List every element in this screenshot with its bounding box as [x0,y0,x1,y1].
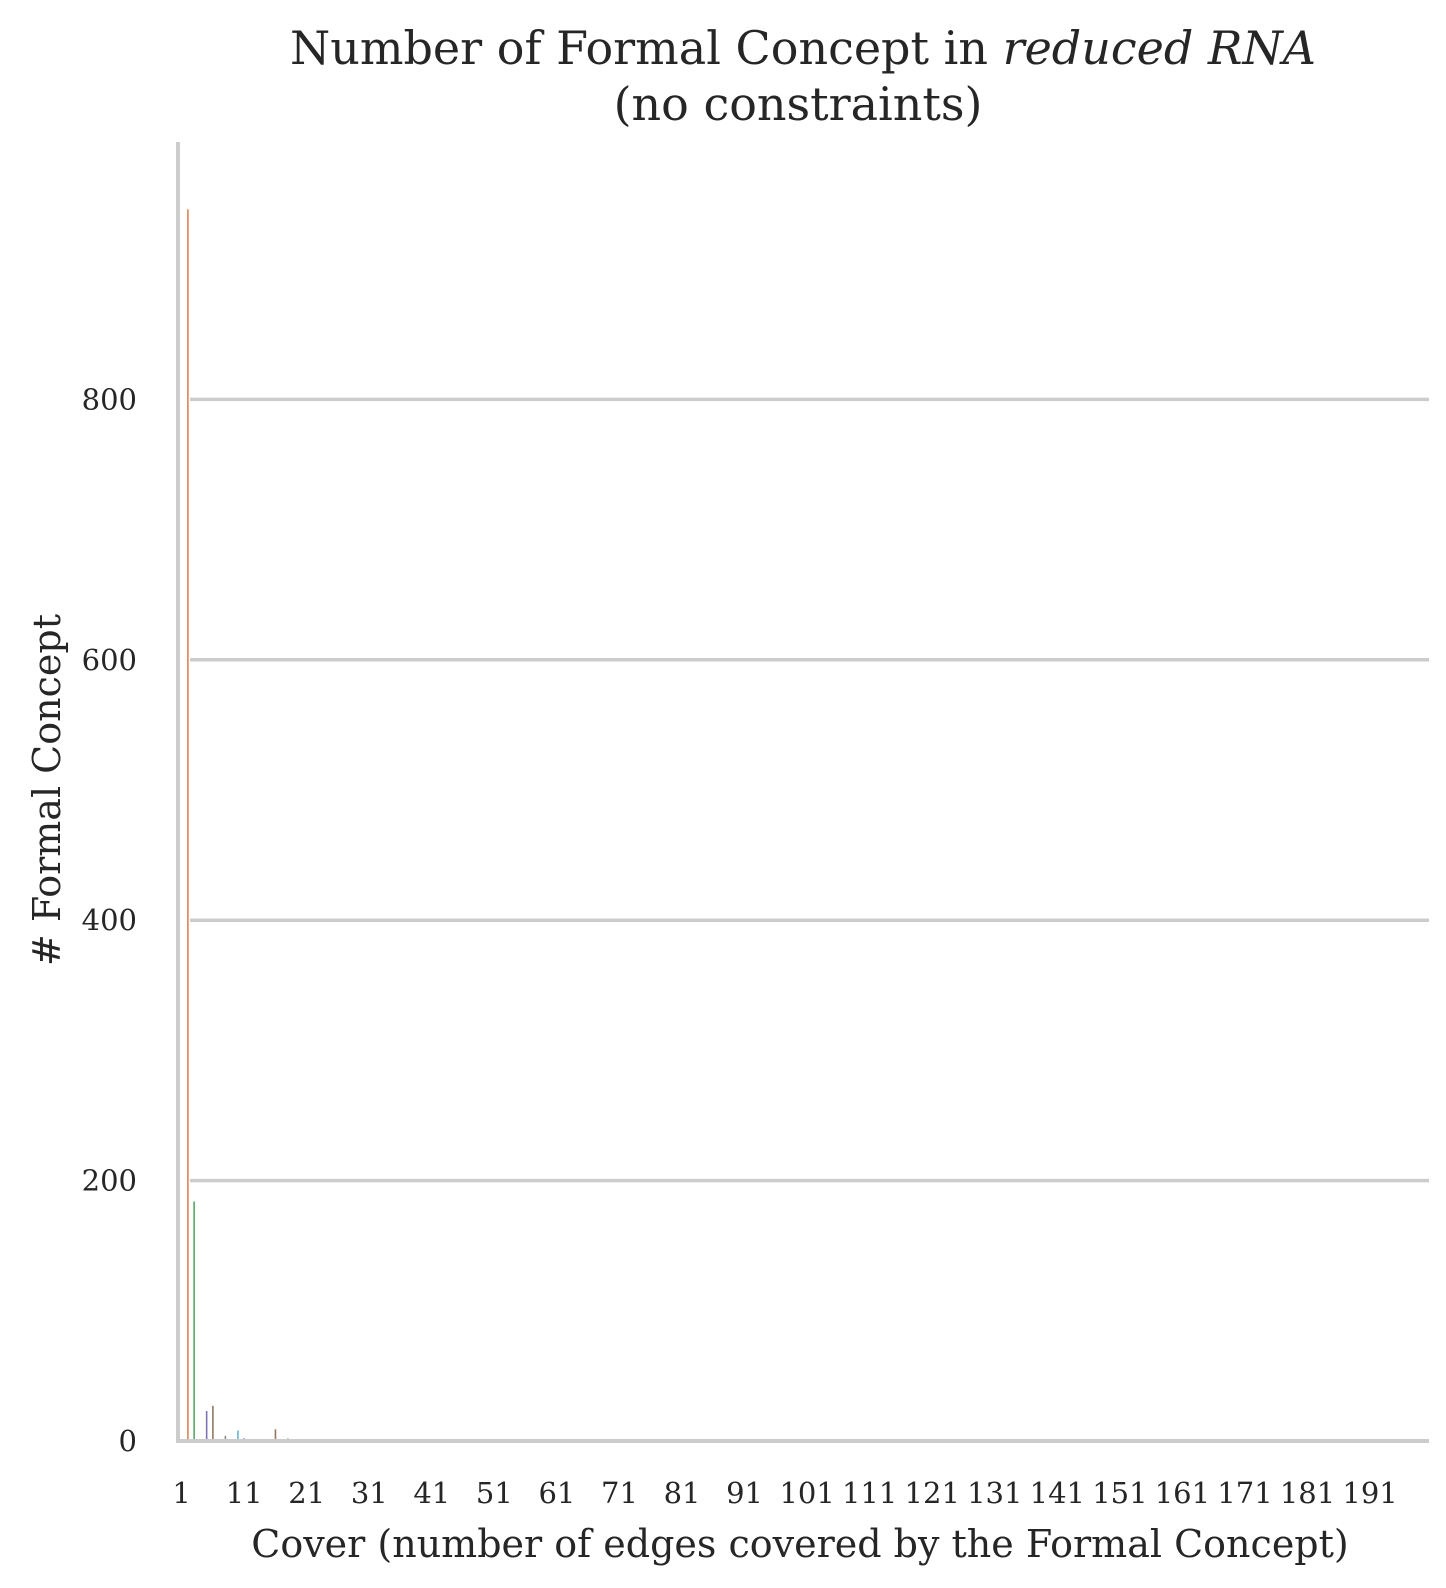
x-tick-label: 111 [842,1476,897,1510]
x-tick-label: 81 [664,1476,701,1510]
chart-title-emphasis: reduced RNA [1003,21,1316,75]
x-axis-label: Cover (number of edges covered by the Fo… [251,1522,1348,1566]
x-tick-label: 31 [351,1476,388,1510]
y-tick-label: 800 [82,382,137,416]
x-tick-label: 71 [601,1476,638,1510]
x-tick-label: 141 [1030,1476,1085,1510]
x-tick-label: 11 [226,1476,263,1510]
y-tick-labels: 0 200 400 600 800 [82,382,137,1458]
y-axis-label: # Formal Concept [25,614,69,966]
axes [176,142,1429,1441]
x-tick-label: 191 [1342,1476,1397,1510]
bar [187,209,189,1441]
chart-title-line1: Number of Formal Concept in reduced RNA [290,21,1316,75]
x-tick-label: 101 [779,1476,834,1510]
x-tick-label: 161 [1155,1476,1210,1510]
y-tick-label: 0 [119,1424,137,1458]
x-tick-label: 171 [1217,1476,1272,1510]
gridlines [190,399,1429,1180]
x-tick-label: 181 [1280,1476,1335,1510]
x-tick-labels: 1 11 21 31 41 51 61 71 81 91 101 111 121 131 141 151 161… [172,1476,1397,1510]
x-tick-label: 131 [967,1476,1022,1510]
y-tick-label: 400 [82,903,137,937]
x-tick-label: 41 [413,1476,450,1510]
x-tick-label: 61 [538,1476,575,1510]
chart-title-main: Number of Formal Concept in [290,21,988,75]
y-tick-label: 200 [82,1164,137,1198]
x-tick-label: 51 [476,1476,513,1510]
y-tick-label: 600 [82,643,137,677]
x-tick-label: 121 [905,1476,960,1510]
x-tick-label: 151 [1092,1476,1147,1510]
x-tick-label: 1 [172,1476,190,1510]
bar [193,1201,195,1441]
bar [206,1411,208,1441]
chart-subtitle: (no constraints) [614,77,983,131]
chart-title: Number of Formal Concept in reduced RNA … [290,21,1316,131]
bars [187,209,301,1441]
x-tick-label: 91 [726,1476,763,1510]
x-tick-label: 21 [288,1476,325,1510]
bar [212,1406,214,1441]
